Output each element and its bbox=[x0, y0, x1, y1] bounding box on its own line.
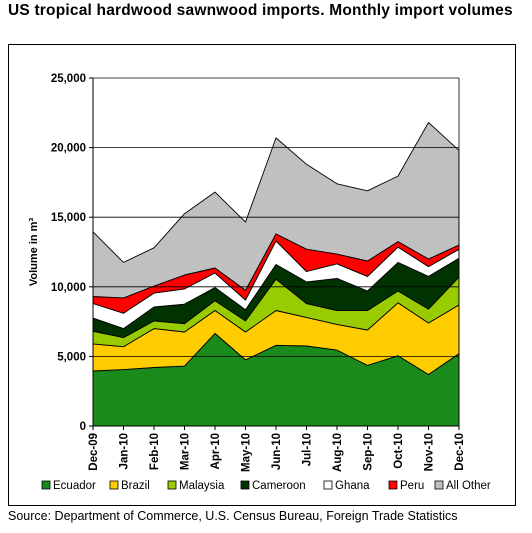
y-tick-label: 0 bbox=[80, 421, 86, 433]
x-tick-label: Dec-10 bbox=[454, 433, 466, 471]
source-note: Source: Department of Commerce, U.S. Cen… bbox=[8, 509, 458, 523]
x-tick-label: Mar-10 bbox=[180, 433, 192, 470]
legend-label-malaysia: Malaysia bbox=[179, 480, 225, 492]
chart-title: US tropical hardwood sawnwood imports. M… bbox=[8, 2, 513, 19]
x-tick-label: Jun-10 bbox=[271, 433, 283, 470]
y-tick-label: 10,000 bbox=[51, 282, 86, 294]
legend-swatch-brazil bbox=[109, 480, 119, 490]
x-tick-label: Feb-10 bbox=[149, 433, 161, 470]
x-tick-label: Oct-10 bbox=[393, 433, 405, 469]
legend-label-ecuador: Ecuador bbox=[53, 480, 96, 492]
legend-swatch-all-other bbox=[434, 480, 444, 490]
legend-label-ghana: Ghana bbox=[335, 480, 370, 492]
legend-label-all-other: All Other bbox=[446, 480, 491, 492]
chart-frame: 0 5,000 10,000 15,000 20,000 25,000 Dec-09 Jan-… bbox=[8, 44, 516, 506]
x-tick-label: May-10 bbox=[241, 433, 253, 472]
legend-swatch-malaysia bbox=[167, 480, 177, 490]
stacked-area-chart: 0 5,000 10,000 15,000 20,000 25,000 Dec-09 Jan-… bbox=[28, 73, 491, 492]
x-tick-label: Sep-10 bbox=[363, 433, 375, 471]
x-tick-label: Jan-10 bbox=[119, 433, 131, 469]
legend-label-cameroon: Cameroon bbox=[252, 480, 306, 492]
y-tick-label: 20,000 bbox=[51, 143, 86, 155]
legend-swatch-peru bbox=[388, 480, 398, 490]
x-tick-label: Aug-10 bbox=[332, 433, 344, 472]
legend-swatch-ecuador bbox=[41, 480, 51, 490]
y-tick-label: 5,000 bbox=[57, 351, 86, 363]
x-tick-label: Apr-10 bbox=[210, 433, 222, 469]
y-tick-label: 25,000 bbox=[51, 73, 86, 85]
legend-label-peru: Peru bbox=[400, 480, 424, 492]
legend-swatch-cameroon bbox=[240, 480, 250, 490]
y-tick-label: 15,000 bbox=[51, 212, 86, 224]
legend-swatch-ghana bbox=[323, 480, 333, 490]
legend-label-brazil: Brazil bbox=[121, 480, 150, 492]
x-tick-label: Dec-09 bbox=[88, 433, 100, 471]
y-axis-label: Volume in m³ bbox=[28, 218, 40, 287]
x-tick-label: Nov-10 bbox=[424, 433, 436, 471]
x-tick-label: Jul-10 bbox=[302, 433, 314, 466]
